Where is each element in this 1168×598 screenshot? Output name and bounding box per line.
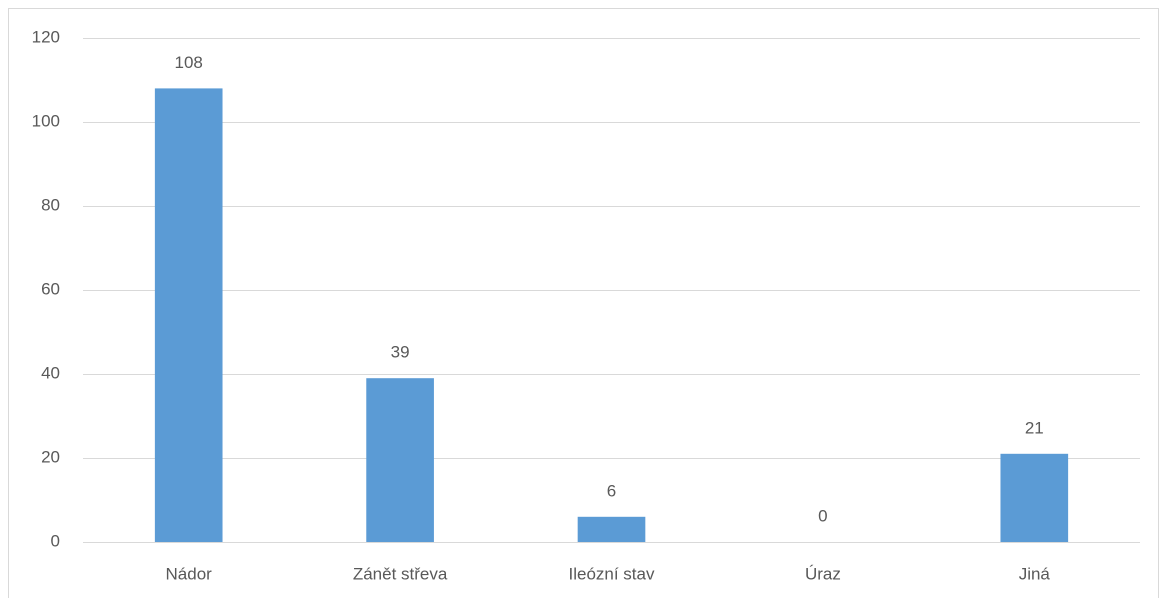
y-tick-label: 100 — [32, 111, 60, 130]
bar — [154, 88, 223, 543]
data-label: 21 — [1025, 418, 1044, 437]
bar — [1000, 453, 1069, 542]
x-tick-label: Jiná — [1019, 564, 1051, 583]
y-tick-label: 20 — [41, 447, 60, 466]
bar — [577, 516, 646, 542]
y-tick-label: 0 — [51, 531, 60, 550]
x-tick-label: Nádor — [166, 564, 213, 583]
data-label: 108 — [175, 53, 203, 72]
data-label: 6 — [607, 481, 616, 500]
data-label: 39 — [391, 343, 410, 362]
y-tick-label: 60 — [41, 279, 60, 298]
y-tick-label: 40 — [41, 363, 60, 382]
y-tick-label: 120 — [32, 27, 60, 46]
y-tick-label: 80 — [41, 195, 60, 214]
x-tick-label: Úraz — [805, 564, 841, 583]
bar — [366, 378, 434, 542]
x-tick-label: Zánět střeva — [353, 564, 448, 583]
data-label: 0 — [818, 506, 827, 525]
x-tick-label: Ileózní stav — [569, 564, 655, 583]
